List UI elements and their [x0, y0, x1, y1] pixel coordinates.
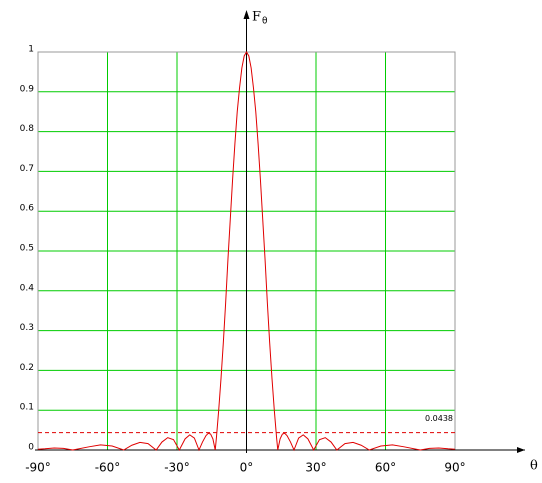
- y-tick-label: 0.6: [20, 204, 35, 214]
- y-tick-label: 0.9: [20, 84, 35, 94]
- threshold-label: 0.0438: [425, 414, 453, 423]
- x-tick-label: -90°: [25, 461, 51, 475]
- x-tick-label: -60°: [95, 461, 121, 475]
- y-tick-label: 0.4: [20, 283, 35, 293]
- y-tick-label: 1: [28, 45, 34, 55]
- y-tick-label: 0.2: [20, 363, 34, 373]
- y-tick-label: 0.3: [20, 323, 34, 333]
- x-tick-label: -30°: [164, 461, 190, 475]
- y-tick-label: 0.1: [20, 403, 34, 413]
- data-line: [37, 51, 456, 452]
- y-tick-label: 0: [28, 443, 34, 453]
- x-axis-label: θ: [530, 459, 538, 474]
- y-tick-label: 0.8: [20, 124, 35, 134]
- y-axis-label-subscript: θ: [262, 17, 268, 27]
- y-axis-label: F: [252, 10, 261, 25]
- x-tick-label: 60°: [375, 461, 396, 475]
- x-tick-label: 90°: [444, 461, 465, 475]
- y-tick-label: 0.7: [20, 164, 34, 174]
- y-tick-label: 0.5: [20, 244, 34, 254]
- x-tick-label: 0°: [240, 461, 254, 475]
- x-axis-arrow: [517, 447, 525, 453]
- x-tick-label: 30°: [305, 461, 326, 475]
- y-axis-arrow: [243, 10, 250, 19]
